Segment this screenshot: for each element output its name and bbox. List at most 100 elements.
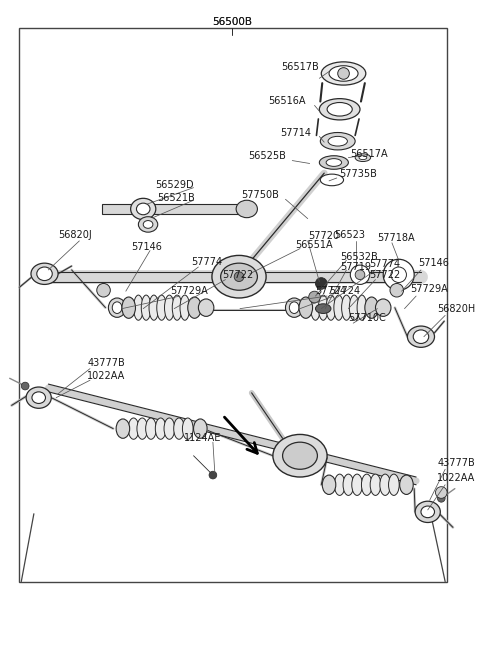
- Text: 57724: 57724: [315, 286, 347, 296]
- Text: 57724: 57724: [329, 286, 360, 296]
- Circle shape: [355, 270, 365, 280]
- Ellipse shape: [182, 418, 193, 440]
- Circle shape: [350, 265, 370, 284]
- Text: 56529D: 56529D: [155, 179, 193, 190]
- Ellipse shape: [37, 267, 52, 280]
- Ellipse shape: [149, 295, 159, 320]
- Ellipse shape: [355, 154, 371, 162]
- Text: 57719: 57719: [341, 262, 372, 272]
- Ellipse shape: [164, 418, 175, 440]
- Ellipse shape: [322, 475, 336, 495]
- Text: 57750B: 57750B: [241, 191, 279, 200]
- Text: 56517B: 56517B: [282, 62, 319, 71]
- Ellipse shape: [318, 295, 328, 320]
- Ellipse shape: [283, 442, 317, 469]
- Circle shape: [97, 284, 110, 297]
- Text: 56525B: 56525B: [249, 151, 287, 160]
- Ellipse shape: [136, 203, 150, 215]
- Ellipse shape: [112, 302, 122, 314]
- Ellipse shape: [31, 263, 58, 284]
- Circle shape: [338, 67, 349, 79]
- Ellipse shape: [133, 295, 143, 320]
- Ellipse shape: [165, 295, 174, 320]
- Ellipse shape: [174, 418, 184, 440]
- Ellipse shape: [320, 132, 355, 150]
- Text: 1124AE: 1124AE: [184, 434, 221, 443]
- Ellipse shape: [289, 302, 299, 314]
- Ellipse shape: [357, 295, 367, 320]
- Ellipse shape: [380, 474, 390, 495]
- Ellipse shape: [122, 297, 135, 318]
- Ellipse shape: [315, 304, 331, 314]
- Text: 57714: 57714: [281, 128, 312, 138]
- Text: 57720: 57720: [308, 231, 339, 241]
- Ellipse shape: [131, 198, 156, 219]
- Ellipse shape: [108, 298, 126, 317]
- Ellipse shape: [26, 387, 51, 408]
- Ellipse shape: [329, 66, 358, 81]
- Ellipse shape: [319, 156, 348, 169]
- Ellipse shape: [273, 434, 327, 477]
- Bar: [19, 28, 447, 582]
- Ellipse shape: [413, 330, 429, 343]
- Circle shape: [391, 267, 407, 282]
- Text: 57722: 57722: [370, 270, 401, 280]
- Text: 57718A: 57718A: [377, 233, 415, 243]
- Circle shape: [383, 259, 414, 290]
- Text: 57710C: 57710C: [348, 313, 386, 324]
- Ellipse shape: [236, 200, 257, 217]
- Circle shape: [315, 278, 327, 290]
- Text: 56551A: 56551A: [295, 240, 333, 250]
- Ellipse shape: [157, 295, 167, 320]
- Text: 56820J: 56820J: [58, 230, 92, 240]
- Ellipse shape: [128, 418, 139, 440]
- Ellipse shape: [421, 506, 434, 517]
- Ellipse shape: [311, 295, 320, 320]
- Text: 57729A: 57729A: [170, 286, 208, 296]
- Ellipse shape: [138, 217, 158, 232]
- Ellipse shape: [320, 174, 344, 186]
- Ellipse shape: [365, 297, 378, 318]
- Ellipse shape: [116, 419, 130, 438]
- Ellipse shape: [361, 474, 372, 495]
- Ellipse shape: [352, 474, 362, 495]
- Ellipse shape: [319, 99, 360, 120]
- Ellipse shape: [188, 297, 201, 318]
- Circle shape: [437, 495, 445, 502]
- Ellipse shape: [335, 474, 345, 495]
- Ellipse shape: [193, 419, 207, 438]
- Ellipse shape: [137, 418, 147, 440]
- Ellipse shape: [212, 255, 266, 298]
- Ellipse shape: [388, 474, 399, 495]
- Text: 57146: 57146: [132, 242, 163, 252]
- Ellipse shape: [180, 295, 190, 320]
- Ellipse shape: [400, 475, 413, 495]
- Text: 56523: 56523: [334, 230, 365, 240]
- Ellipse shape: [172, 295, 182, 320]
- Text: 1022AA: 1022AA: [437, 473, 476, 483]
- Text: 1022AA: 1022AA: [87, 371, 125, 381]
- Ellipse shape: [326, 295, 336, 320]
- Ellipse shape: [198, 299, 214, 316]
- Bar: [102, 204, 247, 214]
- Ellipse shape: [321, 62, 366, 85]
- Circle shape: [309, 291, 320, 303]
- Text: 56517A: 56517A: [350, 149, 388, 159]
- Ellipse shape: [359, 156, 367, 160]
- Text: 56820H: 56820H: [437, 304, 476, 314]
- Ellipse shape: [342, 295, 351, 320]
- Ellipse shape: [143, 221, 153, 229]
- Text: 56532B: 56532B: [341, 252, 378, 263]
- Ellipse shape: [221, 263, 257, 290]
- Ellipse shape: [415, 501, 440, 523]
- Ellipse shape: [370, 474, 381, 495]
- Ellipse shape: [334, 295, 344, 320]
- Circle shape: [234, 272, 244, 282]
- Text: 56500B: 56500B: [212, 17, 252, 27]
- Circle shape: [435, 487, 447, 498]
- Ellipse shape: [328, 136, 348, 146]
- Text: 57729A: 57729A: [410, 284, 448, 294]
- Text: 57735B: 57735B: [339, 169, 377, 179]
- Text: 57774: 57774: [192, 257, 223, 267]
- Ellipse shape: [286, 298, 303, 317]
